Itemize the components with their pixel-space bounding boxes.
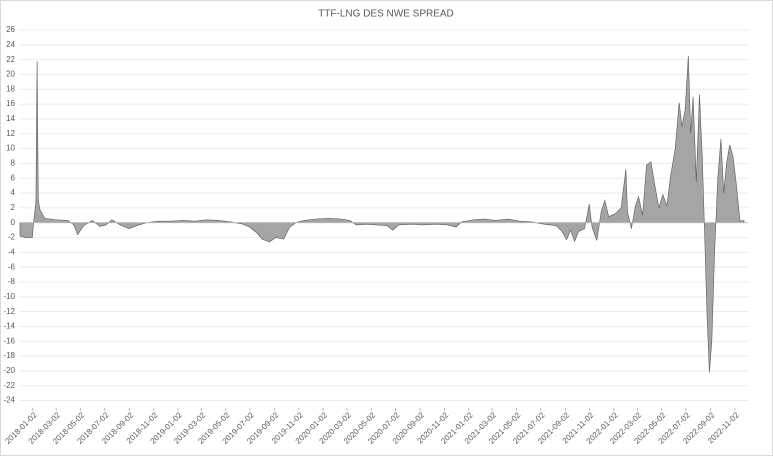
- y-tick-label: 10: [6, 144, 15, 153]
- y-tick-label: -10: [3, 292, 15, 301]
- y-tick-label: -22: [3, 381, 15, 390]
- y-tick-label: 14: [6, 114, 15, 123]
- y-tick-label: 12: [6, 129, 15, 138]
- y-tick-label: 22: [6, 55, 15, 64]
- y-tick-label: -20: [3, 366, 15, 375]
- y-tick-label: 16: [6, 99, 15, 108]
- y-tick-label: 26: [6, 25, 15, 34]
- y-tick-label: -6: [8, 262, 16, 271]
- area: [19, 55, 745, 373]
- y-tick-label: -14: [3, 322, 15, 331]
- y-tick-label: 0: [11, 218, 16, 227]
- y-tick-label: 24: [6, 40, 15, 49]
- y-tick-label: -8: [8, 277, 16, 286]
- y-tick-label: -12: [3, 307, 15, 316]
- y-tick-label: 20: [6, 70, 15, 79]
- y-tick-label: -24: [3, 396, 15, 405]
- y-tick-label: -2: [8, 233, 16, 242]
- y-tick-label: 4: [11, 188, 16, 197]
- y-tick-label: 18: [6, 84, 15, 93]
- y-tick-label: -4: [8, 247, 16, 256]
- y-tick-label: 8: [11, 159, 16, 168]
- y-tick-label: 2: [11, 203, 16, 212]
- y-tick-label: -16: [3, 336, 15, 345]
- chart-title: TTF-LNG DES NWE SPREAD: [318, 9, 454, 20]
- y-tick-label: -18: [3, 351, 15, 360]
- y-tick-label: 6: [11, 173, 16, 182]
